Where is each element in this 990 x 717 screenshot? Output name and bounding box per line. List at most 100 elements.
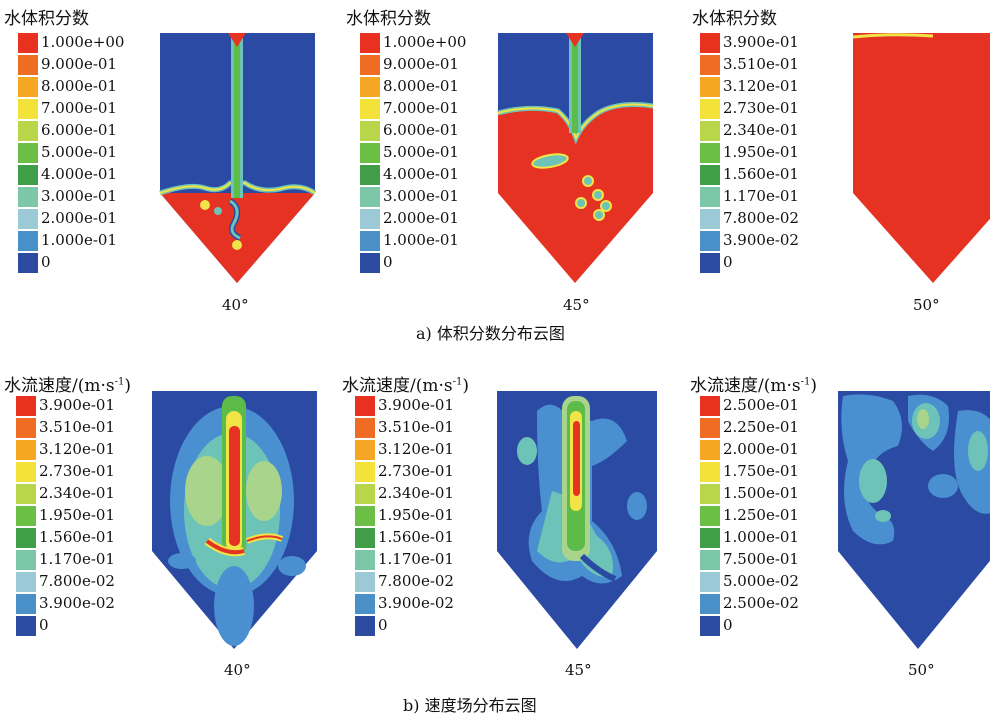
legend-swatch <box>18 77 38 97</box>
legend-level-label: 3.120e-01 <box>723 77 799 95</box>
legend-level-label: 7.500e-01 <box>723 550 799 568</box>
legend-title: 水流速度/(m·s-1) <box>4 376 131 396</box>
legend-swatch <box>16 484 36 504</box>
legend-swatch <box>16 594 36 614</box>
legend-level-label: 2.500e-01 <box>723 396 799 414</box>
legend-swatch <box>700 99 720 119</box>
legend-title: 水体积分数 <box>692 9 777 29</box>
legend-swatch <box>700 77 720 97</box>
legend-swatch <box>16 396 36 416</box>
contour-plot <box>852 33 990 283</box>
legend-swatch <box>16 440 36 460</box>
legend-level-label: 2.000e-01 <box>383 209 459 227</box>
legend-swatch <box>700 462 720 482</box>
legend-level-label: 2.340e-01 <box>39 484 115 502</box>
legend-swatch <box>18 121 38 141</box>
legend-level-label: 3.510e-01 <box>378 418 454 436</box>
legend-swatch <box>355 440 375 460</box>
legend-level-label: 3.900e-01 <box>39 396 115 414</box>
caption-a: a) 体积分数分布云图 <box>416 324 565 343</box>
legend-swatch <box>360 253 380 273</box>
legend-level-label: 7.800e-02 <box>378 572 454 590</box>
legend-swatch <box>355 528 375 548</box>
legend-swatch <box>355 572 375 592</box>
legend-level-label: 1.500e-01 <box>723 484 799 502</box>
legend-swatch <box>355 616 375 636</box>
legend-level-label: 5.000e-02 <box>723 572 799 590</box>
legend-level-label: 7.800e-02 <box>723 209 799 227</box>
legend-swatch <box>700 440 720 460</box>
legend-swatch <box>18 165 38 185</box>
legend-swatch <box>360 143 380 163</box>
legend-level-label: 1.560e-01 <box>723 165 799 183</box>
legend-swatch <box>16 462 36 482</box>
legend-level-label: 2.250e-01 <box>723 418 799 436</box>
legend-level-label: 2.340e-01 <box>378 484 454 502</box>
contour-plot <box>152 391 317 649</box>
legend-swatch <box>700 616 720 636</box>
legend-swatch <box>16 550 36 570</box>
legend-level-label: 2.000e-01 <box>41 209 117 227</box>
legend-swatch <box>700 143 720 163</box>
legend-swatch <box>16 572 36 592</box>
legend-swatch <box>360 99 380 119</box>
legend-swatch <box>360 209 380 229</box>
legend-swatch <box>700 594 720 614</box>
legend-swatch <box>18 209 38 229</box>
legend-level-label: 9.000e-01 <box>383 55 459 73</box>
legend-level-label: 3.900e-02 <box>723 231 799 249</box>
contour-plot <box>497 33 654 283</box>
legend-level-label: 1.170e-01 <box>378 550 454 568</box>
legend-level-label: 3.120e-01 <box>39 440 115 458</box>
legend-level-label: 6.000e-01 <box>41 121 117 139</box>
legend-swatch <box>18 99 38 119</box>
legend-level-label: 1.250e-01 <box>723 506 799 524</box>
legend-swatch <box>700 231 720 251</box>
angle-label: 45° <box>565 661 592 679</box>
legend-level-label: 1.560e-01 <box>378 528 454 546</box>
legend-swatch <box>355 484 375 504</box>
legend-title: 水流速度/(m·s-1) <box>342 376 469 396</box>
legend-swatch <box>700 209 720 229</box>
legend-swatch <box>18 187 38 207</box>
legend-level-label: 6.000e-01 <box>383 121 459 139</box>
legend-level-label: 0 <box>383 253 393 271</box>
legend-level-label: 2.000e-01 <box>723 440 799 458</box>
legend-level-label: 3.900e-02 <box>378 594 454 612</box>
legend-title: 水体积分数 <box>346 9 431 29</box>
contour-plot <box>159 33 317 283</box>
legend-swatch <box>360 55 380 75</box>
legend-swatch <box>700 121 720 141</box>
legend-level-label: 1.000e-01 <box>723 528 799 546</box>
legend-swatch <box>700 484 720 504</box>
legend-level-label: 4.000e-01 <box>41 165 117 183</box>
legend-swatch <box>355 396 375 416</box>
legend-swatch <box>16 418 36 438</box>
legend-level-label: 0 <box>378 616 388 634</box>
legend-level-label: 0 <box>39 616 49 634</box>
legend-level-label: 5.000e-01 <box>41 143 117 161</box>
legend-level-label: 5.000e-01 <box>383 143 459 161</box>
legend-swatch <box>700 187 720 207</box>
legend-title: 水体积分数 <box>4 9 89 29</box>
legend-level-label: 2.730e-01 <box>39 462 115 480</box>
legend-level-label: 2.730e-01 <box>378 462 454 480</box>
legend-level-label: 2.730e-01 <box>723 99 799 117</box>
legend-swatch <box>700 253 720 273</box>
legend-level-label: 0 <box>723 616 733 634</box>
legend-swatch <box>700 396 720 416</box>
legend-level-label: 3.510e-01 <box>39 418 115 436</box>
legend-level-label: 1.000e+00 <box>383 33 467 51</box>
legend-swatch <box>360 231 380 251</box>
angle-label: 50° <box>913 296 940 314</box>
legend-level-label: 3.510e-01 <box>723 55 799 73</box>
legend-level-label: 1.170e-01 <box>39 550 115 568</box>
legend-level-label: 1.950e-01 <box>39 506 115 524</box>
legend-level-label: 9.000e-01 <box>41 55 117 73</box>
legend-swatch <box>16 616 36 636</box>
legend-swatch <box>355 506 375 526</box>
legend-swatch <box>360 121 380 141</box>
legend-swatch <box>355 418 375 438</box>
legend-level-label: 3.900e-01 <box>723 33 799 51</box>
angle-label: 45° <box>563 296 590 314</box>
